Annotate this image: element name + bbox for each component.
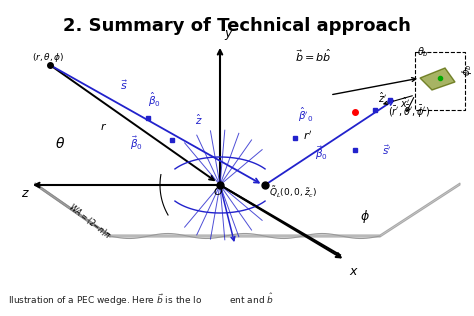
Text: $\theta$: $\theta$ bbox=[55, 136, 65, 151]
Text: $(r,\theta,\phi)$: $(r,\theta,\phi)$ bbox=[32, 51, 64, 64]
Text: $\tilde{Q}_L(0,0,\tilde{z}_c)$: $\tilde{Q}_L(0,0,\tilde{z}_c)$ bbox=[269, 185, 318, 200]
Text: $\vec{\beta}_0$: $\vec{\beta}_0$ bbox=[130, 135, 143, 152]
Text: $WA{=}(2{-}n)\pi$: $WA{=}(2{-}n)\pi$ bbox=[66, 201, 114, 242]
Text: $\phi$: $\phi$ bbox=[360, 208, 370, 225]
Text: $\vec{s}'$: $\vec{s}'$ bbox=[382, 143, 392, 157]
Text: $\hat{\beta}'_0$: $\hat{\beta}'_0$ bbox=[298, 106, 313, 124]
Text: O: O bbox=[214, 187, 223, 197]
Text: $\hat{z}'$: $\hat{z}'$ bbox=[378, 91, 387, 105]
Text: $\vec{b}=b\hat{b}$: $\vec{b}=b\hat{b}$ bbox=[295, 48, 331, 64]
Text: x: x bbox=[349, 265, 356, 278]
Text: $\phi_b$: $\phi_b$ bbox=[460, 64, 474, 76]
Text: $\hat{z}$: $\hat{z}$ bbox=[195, 113, 203, 127]
Text: $\hat{\beta}_0$: $\hat{\beta}_0$ bbox=[148, 91, 161, 109]
Text: $r$: $r$ bbox=[100, 121, 107, 132]
Text: llustration of a PEC wedge. Here $\vec{b}$ is the lo          ent and $\hat{b}$: llustration of a PEC wedge. Here $\vec{b… bbox=[8, 291, 274, 308]
Text: $\hat{x}'$: $\hat{x}'$ bbox=[400, 96, 410, 110]
Text: $\vec{\beta}_0$: $\vec{\beta}_0$ bbox=[315, 144, 328, 162]
Text: $r'$: $r'$ bbox=[303, 129, 312, 142]
Polygon shape bbox=[35, 183, 110, 237]
Text: $(\bar{r}',\bar{\theta}',\bar{\phi}')$: $(\bar{r}',\bar{\theta}',\bar{\phi}')$ bbox=[388, 104, 430, 120]
Polygon shape bbox=[35, 183, 460, 237]
Polygon shape bbox=[420, 68, 455, 90]
Text: $\theta_b$: $\theta_b$ bbox=[417, 45, 429, 59]
Text: 2. Summary of Technical approach: 2. Summary of Technical approach bbox=[63, 17, 411, 35]
Text: z: z bbox=[21, 187, 27, 200]
Text: $\vec{s}$: $\vec{s}$ bbox=[120, 78, 128, 92]
Text: y: y bbox=[224, 27, 231, 40]
